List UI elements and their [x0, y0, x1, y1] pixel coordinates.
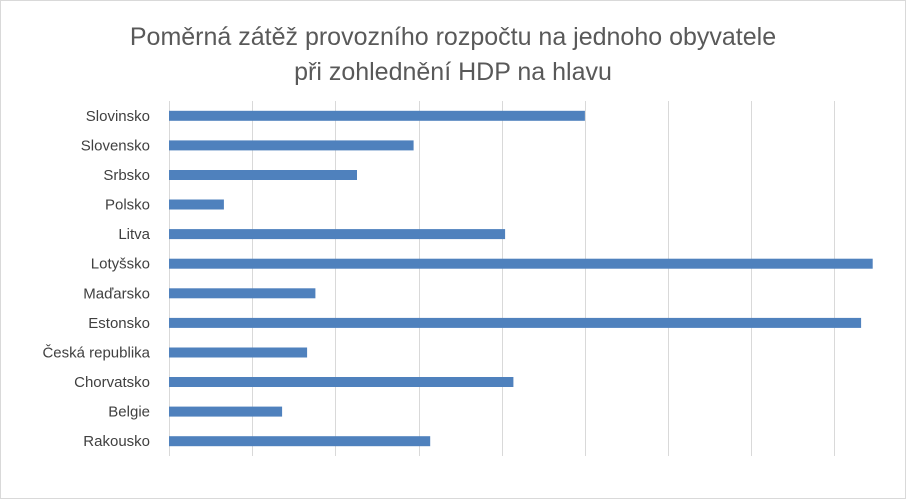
category-label-9: Chorvatsko [74, 374, 150, 391]
bar-10 [169, 406, 283, 417]
bar-3 [169, 199, 224, 210]
chart-title: Poměrná zátěž provozního rozpočtu na jed… [0, 20, 906, 90]
bar-1 [169, 140, 414, 151]
bar-6 [169, 288, 316, 299]
category-labels: Slovinsko Slovensko Srbsko Polsko Litva Lotyš… [42, 108, 150, 450]
category-label-8: Česká republika [42, 345, 150, 362]
gridlines [169, 101, 835, 456]
category-label-10: Belgie [108, 404, 150, 421]
bar-9 [169, 377, 514, 387]
category-label-11: Rakousko [83, 433, 150, 450]
category-label-5: Lotyšsko [91, 256, 150, 273]
bar-4 [169, 229, 506, 240]
chart-title-line-2: při zohlednění HDP na hlavu [294, 58, 612, 86]
category-label-6: Maďarsko [83, 285, 150, 302]
category-label-7: Estonsko [88, 315, 150, 332]
category-label-4: Litva [118, 226, 150, 243]
category-label-2: Srbsko [103, 167, 150, 184]
bar-0 [169, 110, 585, 121]
bar-7 [169, 317, 862, 328]
bar-5 [169, 258, 873, 269]
category-label-3: Polsko [105, 197, 150, 214]
chart-title-line-1: Poměrná zátěž provozního rozpočtu na jed… [129, 23, 777, 51]
bar-11 [169, 436, 431, 447]
bars [169, 110, 873, 447]
category-label-0: Slovinsko [86, 108, 150, 125]
bar-2 [169, 170, 357, 180]
bar-8 [169, 347, 308, 358]
category-label-1: Slovensko [81, 137, 150, 154]
